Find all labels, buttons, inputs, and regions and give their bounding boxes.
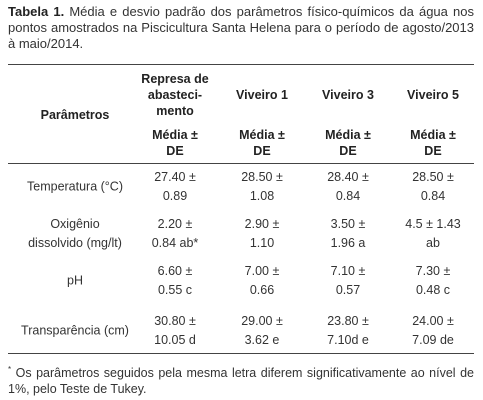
table-cell-line: 24.00 ± [412, 314, 454, 328]
table-cell: 28.50 ± 0.84 [412, 168, 454, 206]
column-header-line: Viveiro 5 [407, 88, 459, 102]
table-cell-line: 27.40 ± [154, 170, 196, 184]
subheader: Média ± DE [410, 127, 456, 159]
table-cell-line: 0.89 [162, 189, 188, 203]
table-cell-line: 2.90 ± [244, 217, 280, 231]
row-label: Temperatura (°C) [27, 178, 123, 197]
subheader: Média ± DE [325, 127, 371, 159]
table-cell-line: ab [426, 236, 440, 250]
subheader-line: Média ± [152, 128, 198, 142]
subheader-line: DE [424, 144, 442, 158]
table-cell: 7.30 ± 0.48 c [416, 262, 451, 300]
table-cell-line: 0.84 [420, 189, 446, 203]
table-cell: 4.5 ± 1.43 ab [405, 215, 461, 253]
column-header: Viveiro 5 [407, 87, 459, 103]
table-cell-line: 7.10 ± [330, 264, 366, 278]
table-cell: 2.20 ± 0.84 ab* [152, 215, 199, 253]
table-cell: 3.50 ± 1.96 a [331, 215, 366, 253]
subheader-line: Média ± [239, 128, 285, 142]
subheader: Média ± DE [152, 127, 198, 159]
table-cell-line: 0.84 [335, 189, 361, 203]
row-label-line: Oxigênio [50, 217, 100, 231]
table-cell-line: 7.00 ± [244, 264, 280, 278]
table-cell-line: 0.48 c [415, 283, 451, 297]
table-cell-line: 1.08 [249, 189, 275, 203]
table-cell: 24.00 ± 7.09 de [412, 312, 454, 350]
table-cell: 7.00 ± 0.66 [245, 262, 280, 300]
table-cell-line: 0.84 ab* [151, 236, 199, 250]
row-label-line: Temperatura (°C) [27, 179, 123, 194]
row-label-line: Transparência (cm) [21, 323, 129, 338]
table-cell-line: 10.05 d [154, 333, 196, 347]
column-header-line: Viveiro 1 [236, 88, 288, 102]
footnote-mark: * [8, 365, 12, 374]
header-rule [8, 163, 474, 164]
table-cell: 7.10 ± 0.57 [331, 262, 366, 300]
table-cell-line: 4.5 ± 1.43 [405, 217, 461, 231]
table-cell-line: 7.10d e [327, 333, 369, 347]
row-label-line: dissolvido (mg/lt) [28, 236, 122, 250]
table-cell: 28.40 ± 0.84 [327, 168, 369, 206]
caption-label: Tabela 1. [8, 4, 65, 19]
row-label: Transparência (cm) [21, 322, 129, 341]
table-cell-line: 1.10 [249, 236, 275, 250]
table-cell: 27.40 ± 0.89 [154, 168, 196, 206]
footnote: * Os parâmetros seguidos pela mesma letr… [8, 362, 474, 397]
table-cell: 23.80 ± 7.10d e [327, 312, 369, 350]
column-header-line: mento [156, 104, 194, 118]
row-label-line: pH [67, 273, 83, 288]
table-cell: 28.50 ± 1.08 [241, 168, 283, 206]
column-header-line: Represa de [141, 72, 209, 86]
table-cell-line: 0.57 [335, 283, 361, 297]
table-cell-line: 3.62 e [244, 333, 280, 347]
column-header-line: Viveiro 3 [322, 88, 374, 102]
table-cell-line: 6.60 ± [157, 264, 193, 278]
row-header: Parâmetros [40, 108, 110, 122]
subheader-line: Média ± [410, 128, 456, 142]
table-cell-line: 30.80 ± [154, 314, 196, 328]
column-header: Viveiro 3 [322, 87, 374, 103]
caption-text: Média e desvio padrão dos parâmetros fís… [8, 4, 474, 51]
table-cell-line: 0.55 c [157, 283, 193, 297]
subheader-line: DE [253, 144, 271, 158]
table-cell-line: 23.80 ± [327, 314, 369, 328]
subheader: Média ± DE [239, 127, 285, 159]
table-cell-line: 7.09 de [412, 333, 454, 347]
column-header: Represa de abasteci-mento [141, 71, 208, 119]
footnote-text: Os parâmetros seguidos pela mesma letra … [8, 366, 474, 397]
caption: Tabela 1. Média e desvio padrão dos parâ… [8, 4, 474, 52]
table-cell-line: 28.50 ± [241, 170, 283, 184]
subheader-line: DE [339, 144, 357, 158]
table-cell: 2.90 ± 1.10 [245, 215, 280, 253]
bottom-rule [8, 353, 474, 354]
column-header-line: abasteci- [147, 88, 203, 102]
table-cell-line: 28.50 ± [412, 170, 454, 184]
table-cell: 30.80 ± 10.05 d [154, 312, 196, 350]
table-cell-line: 7.30 ± [415, 264, 451, 278]
table-cell: 29.00 ± 3.62 e [241, 312, 283, 350]
table-cell: 6.60 ± 0.55 c [158, 262, 193, 300]
subheader-line: DE [166, 144, 184, 158]
row-label: pH [67, 272, 83, 291]
table-cell-line: 2.20 ± [157, 217, 193, 231]
top-rule [8, 64, 474, 65]
table-cell-line: 0.66 [249, 283, 275, 297]
table-cell-line: 29.00 ± [241, 314, 283, 328]
row-label: Oxigênio dissolvido (mg/lt) [28, 215, 122, 253]
table-cell-line: 28.40 ± [327, 170, 369, 184]
column-header: Viveiro 1 [236, 87, 288, 103]
table-cell-line: 3.50 ± [330, 217, 366, 231]
table-cell-line: 1.96 a [330, 236, 366, 250]
subheader-line: Média ± [325, 128, 371, 142]
